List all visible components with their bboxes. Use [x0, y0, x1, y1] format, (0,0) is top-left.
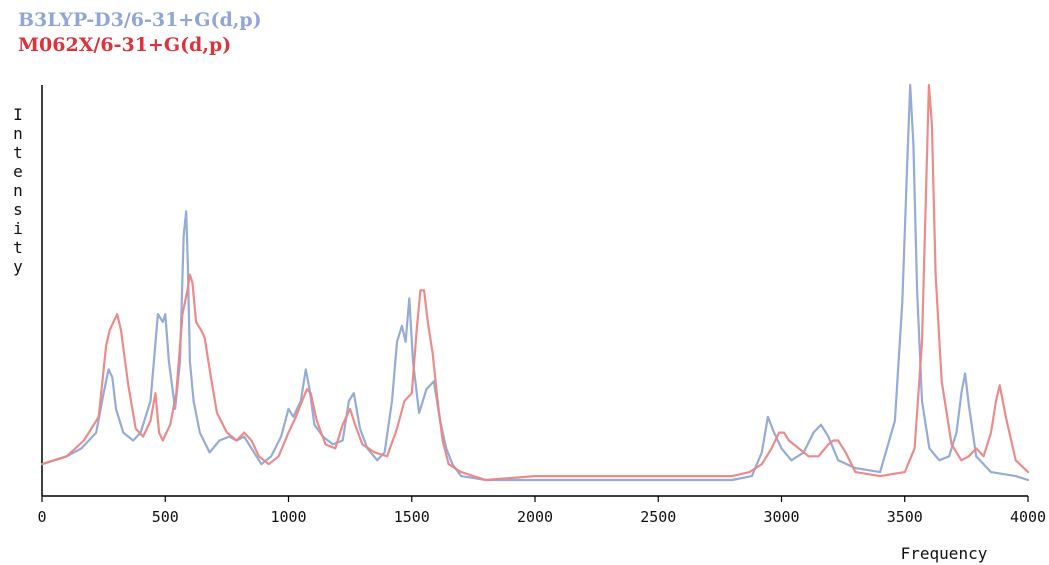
y-axis-label-char: t [13, 238, 23, 257]
y-axis-label-char: n [13, 181, 23, 200]
x-axis-label: Frequency [901, 544, 988, 563]
legend-entry-b3lyp: B3LYP-D3/6-31+G(d,p) [18, 9, 262, 31]
x-tick-label: 2500 [640, 508, 676, 526]
axes [41, 85, 1028, 497]
y-axis-label-char: y [13, 257, 23, 276]
series-line-b3lyp [40, 83, 1030, 482]
y-axis-label-char: I [13, 105, 23, 124]
x-tick-label: 0 [37, 508, 46, 526]
x-tick-label: 1000 [270, 508, 306, 526]
series-line-m062x [40, 83, 1030, 482]
legend-entry-m062x: M062X/6-31+G(d,p) [18, 34, 232, 56]
x-tick-label: 500 [152, 508, 179, 526]
x-ticks: 0 500 1000 1500 2000 2500 3000 3500 4000 [37, 496, 1046, 526]
x-tick-label: 1500 [394, 508, 430, 526]
y-axis-label-char: t [13, 143, 23, 162]
x-tick-label: 3500 [887, 508, 923, 526]
x-tick-label: 2000 [517, 508, 553, 526]
y-axis-label-char: n [13, 124, 23, 143]
legend: B3LYP-D3/6-31+G(d,p) M062X/6-31+G(d,p) [18, 8, 262, 58]
series-layer [40, 83, 1030, 482]
x-tick-label: 3000 [763, 508, 799, 526]
y-axis-label-char: i [13, 219, 23, 238]
y-axis-label-char: s [13, 200, 23, 219]
y-axis-label-char: e [13, 162, 23, 181]
x-tick-label: 4000 [1010, 508, 1046, 526]
